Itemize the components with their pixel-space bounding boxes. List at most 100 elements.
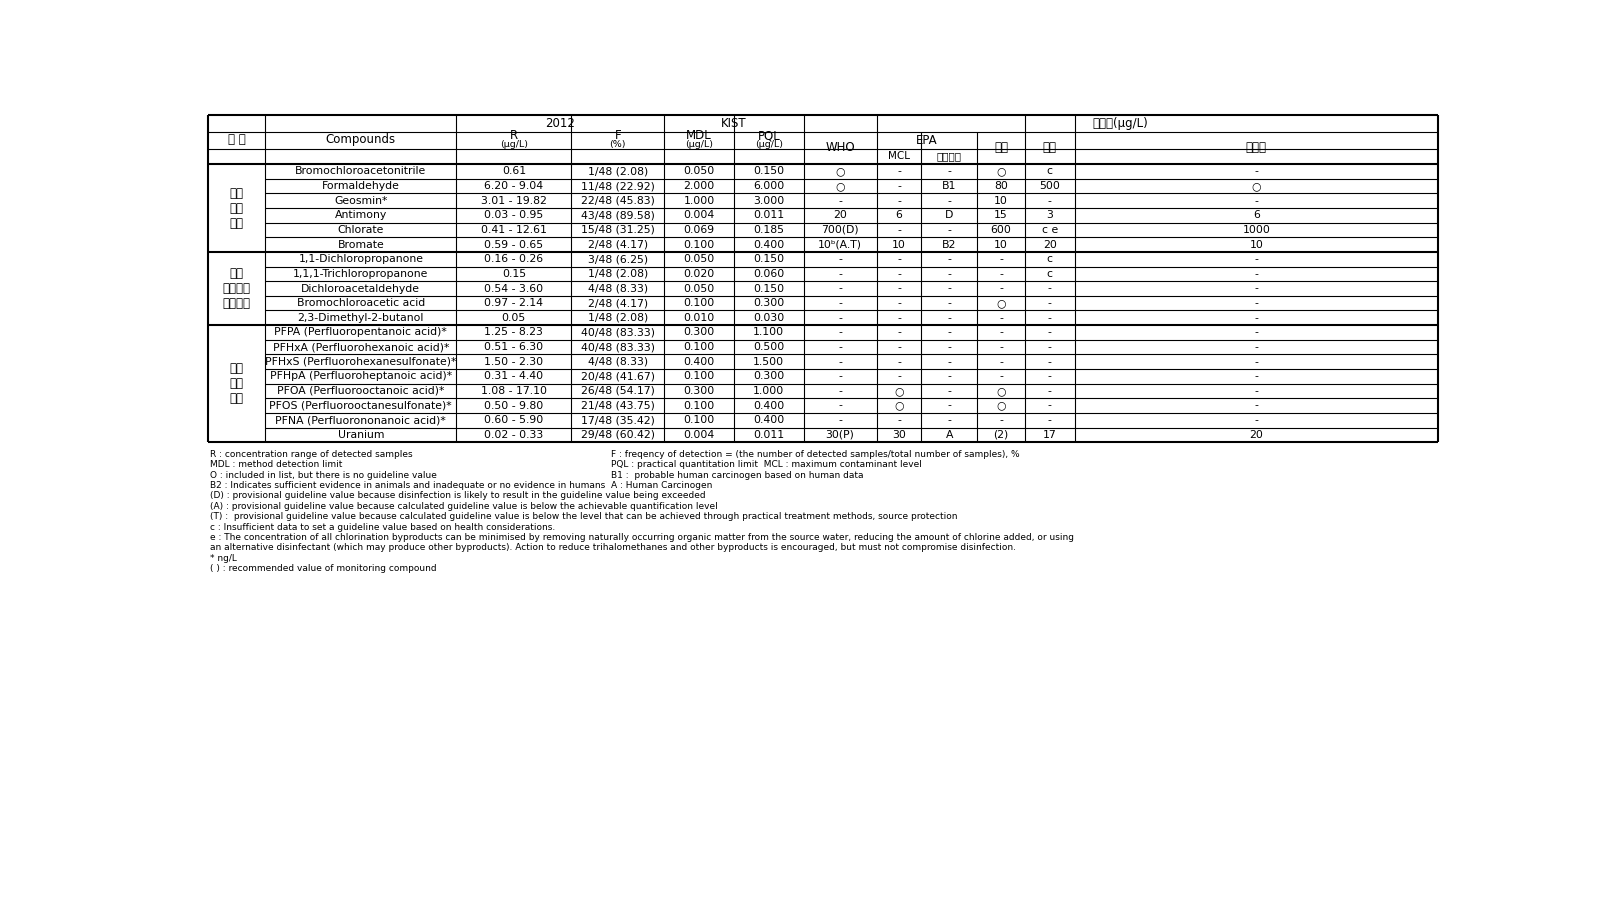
Text: 22/48 (45.83): 22/48 (45.83) [581, 196, 655, 206]
Text: 3.000: 3.000 [753, 196, 783, 206]
Text: (μg/L): (μg/L) [685, 140, 713, 149]
Text: 기준값(μg/L): 기준값(μg/L) [1091, 117, 1148, 130]
Text: 1,1,1-Trichloropropanone: 1,1,1-Trichloropropanone [294, 269, 429, 279]
Text: 0.02 - 0.33: 0.02 - 0.33 [485, 429, 542, 439]
Text: -: - [1046, 371, 1051, 381]
Text: Chlorate: Chlorate [337, 225, 384, 235]
Text: 0.05: 0.05 [501, 313, 526, 323]
Text: -: - [1254, 167, 1257, 177]
Text: PFHxA (Perfluorohexanoic acid)*: PFHxA (Perfluorohexanoic acid)* [273, 342, 449, 352]
Text: 1.000: 1.000 [684, 196, 714, 206]
Text: 2/48 (4.17): 2/48 (4.17) [587, 239, 647, 250]
Text: -: - [947, 196, 950, 206]
Text: * ng/L: * ng/L [210, 554, 238, 563]
Text: 10: 10 [993, 239, 1008, 250]
Text: O : included in list, but there is no guideline value: O : included in list, but there is no gu… [210, 470, 437, 479]
Text: -: - [1254, 342, 1257, 352]
Text: 0.50 - 9.80: 0.50 - 9.80 [485, 400, 542, 410]
Text: -: - [998, 255, 1002, 265]
Text: -: - [838, 196, 841, 206]
Text: 0.050: 0.050 [684, 284, 714, 294]
Text: 1,1-Dichloropropanone: 1,1-Dichloropropanone [299, 255, 424, 265]
Text: -: - [897, 371, 900, 381]
Text: c: c [1046, 269, 1053, 279]
Text: -: - [897, 342, 900, 352]
Text: 0.03 - 0.95: 0.03 - 0.95 [485, 210, 542, 220]
Text: -: - [1046, 196, 1051, 206]
Text: 700(D): 700(D) [820, 225, 859, 235]
Text: 0.150: 0.150 [753, 255, 783, 265]
Text: -: - [838, 415, 841, 425]
Text: 3: 3 [1046, 210, 1053, 220]
Text: F: F [615, 130, 621, 142]
Text: 호주: 호주 [1042, 141, 1056, 155]
Text: -: - [1254, 415, 1257, 425]
Text: -: - [1254, 313, 1257, 323]
Text: 0.51 - 6.30: 0.51 - 6.30 [485, 342, 542, 352]
Text: 10: 10 [891, 239, 905, 250]
Text: ○: ○ [995, 400, 1005, 410]
Text: 1.08 - 17.10: 1.08 - 17.10 [480, 386, 547, 396]
Text: -: - [838, 400, 841, 410]
Text: -: - [897, 298, 900, 308]
Text: -: - [897, 181, 900, 191]
Text: 1/48 (2.08): 1/48 (2.08) [587, 313, 647, 323]
Text: PQL: PQL [758, 130, 780, 142]
Text: 0.011: 0.011 [753, 429, 783, 439]
Text: -: - [998, 269, 1002, 279]
Text: -: - [897, 327, 900, 337]
Text: 0.004: 0.004 [684, 429, 714, 439]
Text: -: - [998, 327, 1002, 337]
Text: KIST: KIST [721, 117, 746, 130]
Text: 0.100: 0.100 [684, 298, 714, 308]
Text: B2: B2 [942, 239, 957, 250]
Text: 0.150: 0.150 [753, 284, 783, 294]
Text: -: - [1254, 371, 1257, 381]
Text: 6.000: 6.000 [753, 181, 783, 191]
Text: B2 : Indicates sufficient evidence in animals and inadequate or no evidence in h: B2 : Indicates sufficient evidence in an… [210, 481, 605, 490]
Text: -: - [947, 255, 950, 265]
Text: -: - [1254, 400, 1257, 410]
Text: 수질
감시
항목: 수질 감시 항목 [230, 187, 244, 229]
Text: -: - [1254, 255, 1257, 265]
Text: Uranium: Uranium [337, 429, 384, 439]
Text: 20: 20 [1042, 239, 1056, 250]
Text: ○: ○ [995, 167, 1005, 177]
Text: 0.300: 0.300 [753, 371, 783, 381]
Text: -: - [838, 357, 841, 367]
Text: -: - [947, 284, 950, 294]
Text: an alternative disinfectant (which may produce other byproducts). Action to redu: an alternative disinfectant (which may p… [210, 544, 1016, 553]
Text: ○: ○ [995, 386, 1005, 396]
Text: 0.60 - 5.90: 0.60 - 5.90 [485, 415, 542, 425]
Text: ○: ○ [995, 298, 1005, 308]
Text: c e: c e [1042, 225, 1058, 235]
Text: -: - [1254, 298, 1257, 308]
Text: -: - [897, 269, 900, 279]
Text: 15/48 (31.25): 15/48 (31.25) [581, 225, 655, 235]
Text: Bromochloroacetonitrile: Bromochloroacetonitrile [295, 167, 427, 177]
Text: A : Human Carcinogen: A : Human Carcinogen [612, 481, 713, 490]
Text: 2,3-Dimethyl-2-butanol: 2,3-Dimethyl-2-butanol [297, 313, 424, 323]
Text: 1000: 1000 [1242, 225, 1270, 235]
Text: PFPA (Perfluoropentanoic acid)*: PFPA (Perfluoropentanoic acid)* [274, 327, 446, 337]
Text: -: - [998, 313, 1002, 323]
Text: -: - [838, 298, 841, 308]
Text: c : Insufficient data to set a guideline value based on health considerations.: c : Insufficient data to set a guideline… [210, 523, 555, 532]
Text: -: - [947, 400, 950, 410]
Text: 26/48 (54.17): 26/48 (54.17) [581, 386, 655, 396]
Text: 1/48 (2.08): 1/48 (2.08) [587, 167, 647, 177]
Text: -: - [1046, 400, 1051, 410]
Text: ○: ○ [1250, 181, 1260, 191]
Text: -: - [1254, 386, 1257, 396]
Text: -: - [947, 298, 950, 308]
Text: 15: 15 [993, 210, 1008, 220]
Text: -: - [1046, 386, 1051, 396]
Text: (μg/L): (μg/L) [499, 140, 528, 149]
Text: 40/48 (83.33): 40/48 (83.33) [581, 327, 655, 337]
Text: 0.030: 0.030 [753, 313, 783, 323]
Text: -: - [897, 415, 900, 425]
Text: -: - [947, 269, 950, 279]
Text: c: c [1046, 255, 1053, 265]
Text: Antimony: Antimony [334, 210, 387, 220]
Text: -: - [897, 313, 900, 323]
